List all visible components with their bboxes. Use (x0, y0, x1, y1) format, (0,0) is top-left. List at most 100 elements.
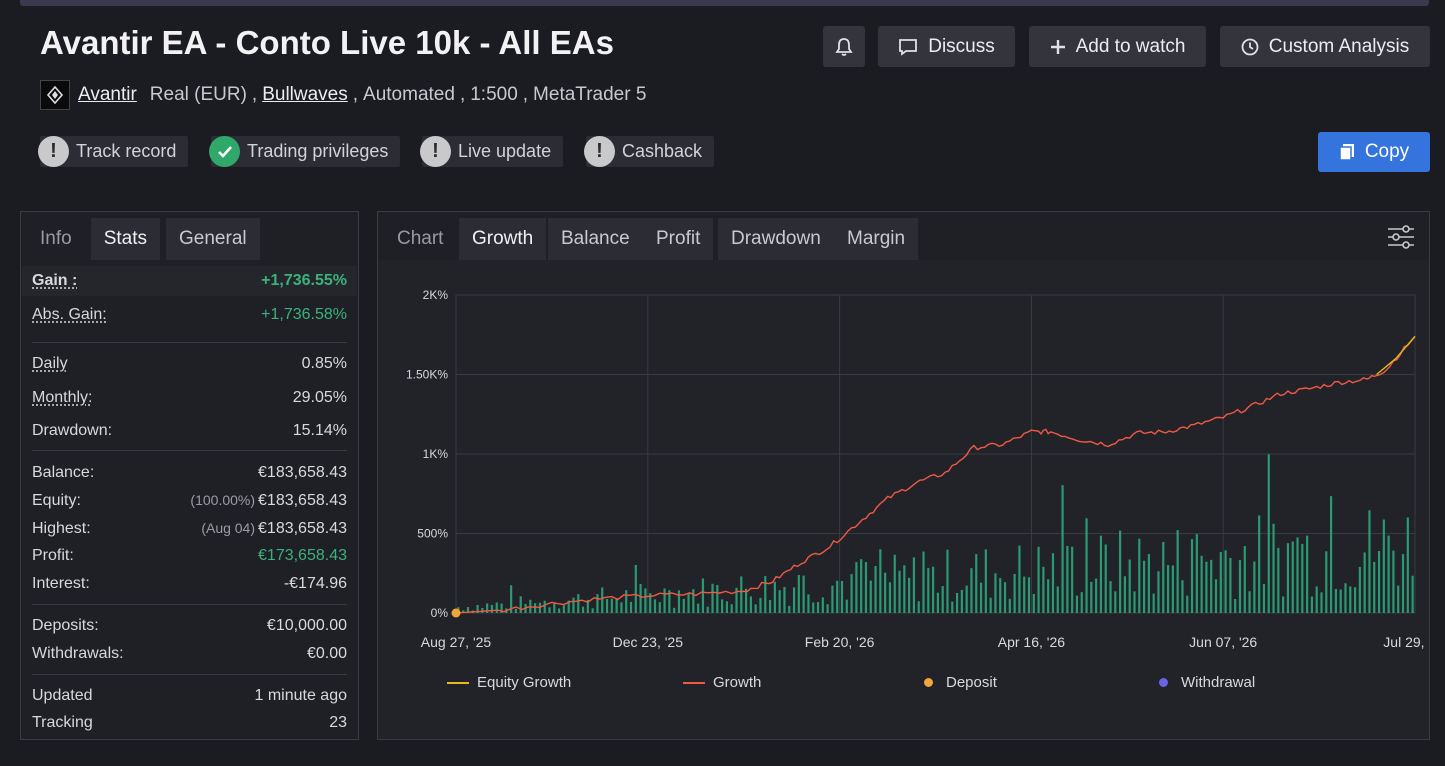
daily-bar (514, 608, 518, 613)
daily-bar (999, 578, 1002, 613)
legend-dot-icon (1159, 678, 1168, 687)
badge-live-update[interactable]: ! Live update (420, 136, 564, 167)
daily-bar (1320, 592, 1323, 613)
daily-bar (581, 606, 585, 613)
daily-bar (893, 554, 896, 613)
daily-bar (946, 549, 949, 613)
stat-interest: Interest: -€174.96 (32, 575, 347, 592)
y-tick-label: 500% (417, 527, 448, 541)
chart-panel: Chart Growth Balance Profit Drawdown Mar… (377, 211, 1430, 740)
daily-bar (716, 584, 719, 613)
legend-withdrawal[interactable]: Withdrawal (1159, 674, 1255, 691)
daily-bar (553, 603, 556, 613)
legend-line-icon (683, 681, 705, 684)
daily-bar (706, 606, 709, 613)
daily-bar (1267, 454, 1270, 613)
daily-bar (658, 602, 661, 613)
y-axis-labels: 0% 500% 1K% 1.50K% 2K% (406, 288, 448, 620)
tab-balance[interactable]: Balance (548, 218, 643, 260)
top-accent-strip (20, 0, 1429, 6)
custom-analysis-button[interactable]: Custom Analysis (1220, 26, 1430, 67)
avatar[interactable] (40, 80, 70, 110)
daily-bar (759, 597, 762, 613)
tab-info[interactable]: Info (40, 228, 72, 249)
daily-bar (826, 604, 829, 613)
daily-bar (1085, 518, 1088, 613)
tab-chart[interactable]: Chart (397, 228, 444, 249)
daily-bar (591, 608, 594, 613)
tab-profit[interactable]: Profit (643, 218, 714, 260)
daily-bar (783, 586, 786, 613)
daily-bar (869, 580, 872, 613)
daily-bar (701, 578, 705, 613)
daily-bar (970, 568, 973, 613)
daily-bar (821, 597, 824, 613)
daily-bar (1301, 543, 1304, 613)
page-title: Avantir EA - Conto Live 10k - All EAs (40, 24, 614, 61)
daily-bar (476, 604, 479, 613)
account-meta: Avantir Real (EUR) , Bullwaves , Automat… (40, 80, 646, 110)
badge-track-record[interactable]: ! Track record (38, 136, 189, 167)
daily-bar (831, 585, 834, 613)
daily-bar (1181, 580, 1184, 613)
tab-stats[interactable]: Stats (90, 218, 161, 260)
custom-analysis-label: Custom Analysis (1268, 35, 1410, 57)
deposit-marker (451, 608, 461, 618)
broker-link[interactable]: Bullwaves (262, 84, 348, 105)
stat-gain: Gain : +1,736.55% (32, 272, 347, 289)
daily-bar (898, 570, 901, 613)
discuss-button[interactable]: Discuss (878, 26, 1015, 67)
daily-bar (1310, 596, 1314, 613)
x-axis-labels: Aug 27, '25 Dec 23, '25 Feb 20, '26 Apr 16,… (421, 634, 1429, 650)
copy-button[interactable]: Copy (1318, 132, 1430, 172)
daily-bar (994, 573, 997, 613)
daily-bar (615, 598, 618, 613)
daily-bar (984, 549, 987, 613)
daily-bar (768, 600, 772, 613)
badge-cashback[interactable]: ! Cashback (584, 136, 715, 167)
stat-equity: Equity: (100.00%) €183,658.43 (32, 492, 347, 509)
daily-bar (744, 588, 748, 613)
warning-icon: ! (38, 136, 69, 167)
daily-bar (1008, 598, 1011, 613)
daily-bar (510, 585, 513, 613)
add-to-watch-button[interactable]: Add to watch (1029, 26, 1206, 67)
stat-profit: Profit: €173,658.43 (32, 547, 347, 564)
tab-growth[interactable]: Growth (459, 218, 547, 260)
daily-bar (1214, 579, 1218, 613)
legend-growth[interactable]: Growth (683, 674, 761, 691)
stat-tracking: Tracking 23 (32, 714, 347, 731)
discuss-label: Discuss (928, 35, 995, 57)
stat-deposits: Deposits: €10,000.00 (32, 617, 347, 634)
daily-bar (788, 605, 791, 613)
daily-bar (1123, 576, 1127, 613)
check-icon (209, 136, 240, 167)
daily-bar (1003, 582, 1007, 613)
daily-bar (557, 608, 561, 613)
x-tick-label: Dec 23, '25 (613, 634, 684, 650)
daily-bar (543, 600, 546, 613)
warning-icon: ! (584, 136, 615, 167)
tab-drawdown[interactable]: Drawdown (718, 218, 834, 260)
daily-bar (577, 594, 580, 613)
owner-link[interactable]: Avantir (78, 84, 137, 105)
stats-panel-tabs: Info Stats General (21, 212, 358, 260)
tab-general[interactable]: General (166, 218, 260, 260)
legend-equity-growth[interactable]: Equity Growth (447, 674, 571, 691)
daily-bar (1109, 581, 1112, 613)
badge-label: Track record (76, 141, 177, 161)
daily-bar (1334, 588, 1337, 613)
daily-bar (1075, 595, 1079, 613)
tab-margin[interactable]: Margin (834, 218, 919, 260)
growth-chart[interactable]: 0% 500% 1K% 1.50K% 2K% Aug 27, '25 Dec 23, '2… (378, 260, 1429, 660)
daily-bar (562, 605, 565, 613)
badge-trading-privileges[interactable]: Trading privileges (209, 136, 401, 167)
notification-button[interactable] (823, 26, 865, 67)
daily-bar (1095, 578, 1098, 613)
daily-bar (1286, 543, 1290, 613)
chart-settings-icon[interactable] (1387, 224, 1415, 250)
badge-label: Trading privileges (247, 141, 389, 161)
daily-bar (888, 582, 892, 613)
legend-deposit[interactable]: Deposit (924, 674, 997, 691)
daily-bar (1061, 485, 1064, 613)
